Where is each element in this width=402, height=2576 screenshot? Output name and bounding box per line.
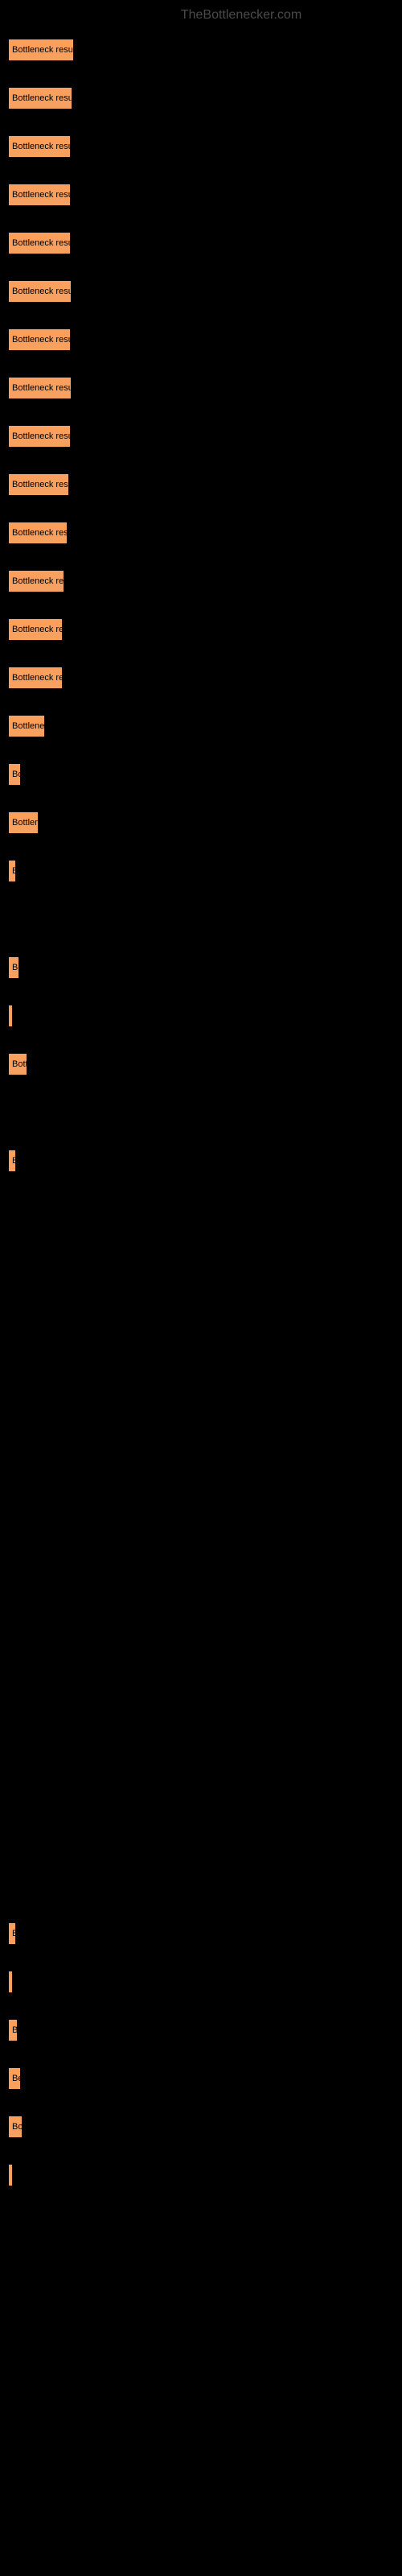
bar-row: Bottleneck resu xyxy=(8,328,394,351)
bar-row xyxy=(8,1488,394,1510)
bar-row: Bott xyxy=(8,1053,394,1075)
bar-row: Bottleneck result xyxy=(8,39,394,61)
chart-bar: Be xyxy=(8,2067,21,2090)
bar-row xyxy=(8,1536,394,1558)
bar-row xyxy=(8,1971,394,1993)
bar-row: Be xyxy=(8,2067,394,2090)
chart-bar: Bottleneck resu xyxy=(8,135,71,158)
bar-row xyxy=(8,1343,394,1365)
bar-row: Bottleneck res xyxy=(8,522,394,544)
chart-bar: Bottleneck resu xyxy=(8,377,72,399)
chart-bar: B xyxy=(8,2019,18,2041)
bar-row xyxy=(8,908,394,931)
bar-row: Bottleneck resu xyxy=(8,425,394,448)
bar-row: Bottleneck re xyxy=(8,667,394,689)
chart-bar: B xyxy=(8,1150,16,1172)
bar-row xyxy=(8,1246,394,1269)
bar-row xyxy=(8,1777,394,1800)
bar-row xyxy=(8,1391,394,1414)
bar-row xyxy=(8,2164,394,2186)
bar-row: Bo xyxy=(8,763,394,786)
chart-bar: Bottleneck resu xyxy=(8,280,72,303)
bar-row xyxy=(8,1681,394,1703)
chart-bar: B xyxy=(8,1922,16,1945)
chart-bar xyxy=(8,2164,13,2186)
chart-bar: Bo xyxy=(8,2116,23,2138)
bar-row: Bottleneck re xyxy=(8,570,394,592)
chart-bar: Bottleneck res xyxy=(8,473,69,496)
bar-row: Bottleneck res xyxy=(8,473,394,496)
chart-bar: Bottleneck result xyxy=(8,39,74,61)
bar-row: B xyxy=(8,1150,394,1172)
bar-row xyxy=(8,1198,394,1220)
bar-row: Be xyxy=(8,956,394,979)
bar-row: B xyxy=(8,1922,394,1945)
bar-row: Bottleneck resul xyxy=(8,87,394,109)
bar-row xyxy=(8,1633,394,1655)
chart-container: Bottleneck result Bottleneck resul Bottlen… xyxy=(0,31,402,2220)
chart-bar: Bottleneck resu xyxy=(8,232,71,254)
bar-row: B xyxy=(8,860,394,882)
bar-row xyxy=(8,1294,394,1317)
bar-row: B xyxy=(8,2019,394,2041)
chart-bar xyxy=(8,1005,13,1027)
chart-bar: Bottleneck re xyxy=(8,667,63,689)
bar-row: Bottleneck resu xyxy=(8,377,394,399)
chart-bar: Bo xyxy=(8,763,21,786)
chart-bar: Bottleneck resu xyxy=(8,184,71,206)
bar-row: Bottleneck resu xyxy=(8,135,394,158)
bar-row: Bo xyxy=(8,2116,394,2138)
bar-row: Bottlene xyxy=(8,715,394,737)
chart-bar: Bottlen xyxy=(8,811,39,834)
bar-row: Bottlen xyxy=(8,811,394,834)
chart-bar: Bottleneck res xyxy=(8,522,68,544)
bar-row xyxy=(8,1584,394,1607)
chart-bar: Bott xyxy=(8,1053,27,1075)
bar-row: Bottleneck resu xyxy=(8,232,394,254)
chart-bar: Bottleneck resul xyxy=(8,87,72,109)
chart-bar: Bottleneck re xyxy=(8,618,63,641)
bar-row xyxy=(8,1874,394,1897)
bar-row xyxy=(8,1005,394,1027)
chart-bar: Bottleneck re xyxy=(8,570,64,592)
bar-row xyxy=(8,1439,394,1462)
bar-row: Bottleneck re xyxy=(8,618,394,641)
bar-row xyxy=(8,1729,394,1752)
chart-bar: Bottlene xyxy=(8,715,45,737)
bar-row: Bottleneck resu xyxy=(8,280,394,303)
bar-row: Bottleneck resu xyxy=(8,184,394,206)
chart-bar: B xyxy=(8,860,16,882)
bar-row xyxy=(8,1826,394,1848)
chart-bar: Bottleneck resu xyxy=(8,425,71,448)
chart-bar: Bottleneck resu xyxy=(8,328,71,351)
watermark-text: TheBottlenecker.com xyxy=(80,0,402,31)
chart-bar xyxy=(8,1971,13,1993)
chart-bar: Be xyxy=(8,956,19,979)
bar-row xyxy=(8,1101,394,1124)
